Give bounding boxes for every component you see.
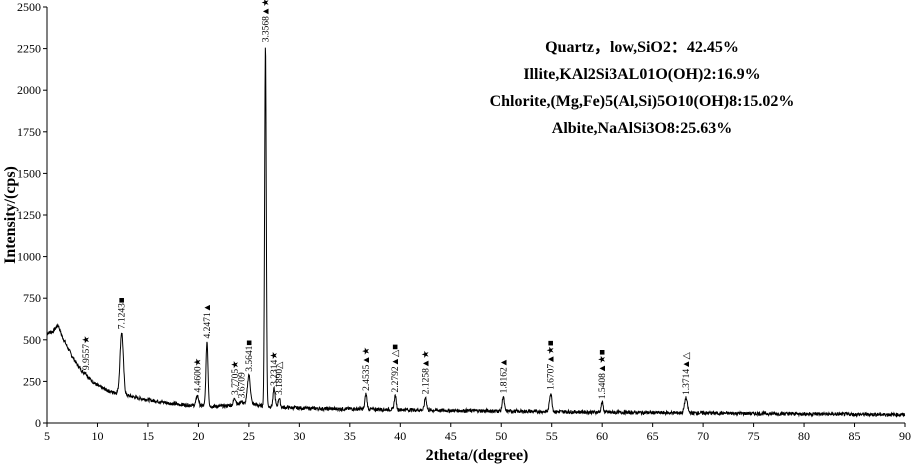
x-tick-label: 35 (344, 429, 356, 443)
peak-label: 3.6709 (237, 372, 247, 398)
x-tick-label: 15 (142, 429, 154, 443)
x-tick-label: 40 (394, 429, 406, 443)
peak-d-spacing: 3.3568▲★ (260, 0, 271, 42)
x-axis-title: 2theta/(degree) (426, 447, 529, 464)
y-tick-label: 2250 (17, 42, 41, 56)
y-tick-label: 1500 (17, 166, 41, 180)
peak-label: 1.6707▲★■ (546, 340, 557, 390)
composition-line: Illite,KAl2Si3AL01O(OH)2:16.9% (523, 66, 760, 83)
peak-label: 1.5408▲★■ (597, 349, 608, 399)
y-tick-label: 750 (23, 291, 41, 305)
composition-legend: Quartz，low,SiO2：42.45% Illite,KAl2Si3AL01… (490, 39, 795, 137)
x-tick-label: 65 (647, 429, 659, 443)
peak-d-spacing: 2.4535▲★ (361, 346, 372, 391)
peak-label: 7.1243■ (118, 297, 128, 329)
peak-d-spacing: 1.5408▲★■ (597, 349, 608, 399)
peak-label: 3.1890△ (275, 361, 285, 395)
x-tick-label: 25 (243, 429, 255, 443)
y-tick-label: 1750 (17, 125, 41, 139)
y-axis-title: Intensity/(cps) (2, 166, 19, 264)
axes: 5 10 15 20 25 30 35 40 45 50 55 60 65 70 75 80 85 90 0 250 5… (17, 0, 911, 443)
composition-line: Quartz，low,SiO2：42.45% (545, 39, 739, 56)
peak-d-spacing: 1.3714▲△ (682, 352, 692, 396)
x-tick-label: 80 (798, 429, 810, 443)
xrd-pattern-line (46, 47, 906, 418)
x-tick-label: 5 (44, 429, 50, 443)
x-tick-label: 90 (899, 429, 911, 443)
x-tick-label: 60 (596, 429, 608, 443)
peak-label: 4.4600★ (192, 357, 203, 392)
peak-d-spacing: 2.1258▲★ (421, 350, 432, 395)
peak-d-spacing: 1.8162▲ (499, 358, 509, 394)
y-tick-label: 0 (35, 416, 41, 430)
x-tick-label: 85 (849, 429, 861, 443)
x-tick-label: 70 (697, 429, 709, 443)
peak-d-spacing: 4.4600★ (192, 357, 203, 392)
peak-label: 2.2792▲△■ (391, 344, 401, 393)
y-tick-label: 1250 (17, 208, 41, 222)
x-tick-label: 20 (192, 429, 204, 443)
y-tick-label: 2000 (17, 83, 41, 97)
peak-d-spacing: 1.6707▲★■ (546, 340, 557, 390)
y-tick-label: 500 (23, 333, 41, 347)
x-tick-label: 55 (546, 429, 558, 443)
x-tick-label: 45 (445, 429, 457, 443)
peak-label: 3.2314★ (269, 351, 280, 386)
peak-d-spacing: 3.5641■ (245, 340, 255, 372)
composition-line: Albite,NaAlSi3O8:25.63% (552, 120, 732, 137)
peak-label: 3.5641■ (245, 340, 255, 372)
x-tick-label: 10 (91, 429, 103, 443)
x-tick-label: 50 (495, 429, 507, 443)
peak-label: 3.7705★ (230, 360, 241, 395)
peak-label: 3.3568▲★ (260, 0, 271, 42)
peak-label: 9.9557★ (81, 335, 92, 370)
peak-label: 2.1258▲★ (421, 350, 432, 395)
y-tick-label: 2500 (17, 0, 41, 14)
peak-d-spacing: 7.1243■ (118, 297, 128, 329)
peak-d-spacing: 3.7705★ (230, 360, 241, 395)
series (46, 47, 906, 418)
peak-d-spacing: 3.1890△ (275, 361, 285, 395)
peak-label: 2.4535▲★ (361, 346, 372, 391)
peak-label: 1.8162▲ (499, 358, 509, 394)
peak-d-spacing: 3.6709 (237, 372, 247, 398)
peak-d-spacing: 3.2314★ (269, 351, 280, 386)
composition-line: Chlorite,(Mg,Fe)5(Al,Si)5O10(OH)8:15.02% (490, 93, 795, 110)
x-tick-label: 75 (748, 429, 760, 443)
y-tick-label: 250 (23, 374, 41, 388)
peak-label: 1.3714▲△ (682, 352, 692, 396)
peak-label: 4.2471▲ (203, 303, 213, 339)
peak-labels: 9.9557★ 7.1243■ 4.4600★ 4.2471▲ 3.7705★3.670… (81, 0, 692, 399)
peak-d-spacing: 4.2471▲ (203, 303, 213, 339)
peak-d-spacing: 9.9557★ (81, 335, 92, 370)
x-tick-label: 30 (293, 429, 305, 443)
peak-d-spacing: 2.2792▲△■ (391, 344, 401, 393)
y-tick-label: 1000 (17, 250, 41, 264)
